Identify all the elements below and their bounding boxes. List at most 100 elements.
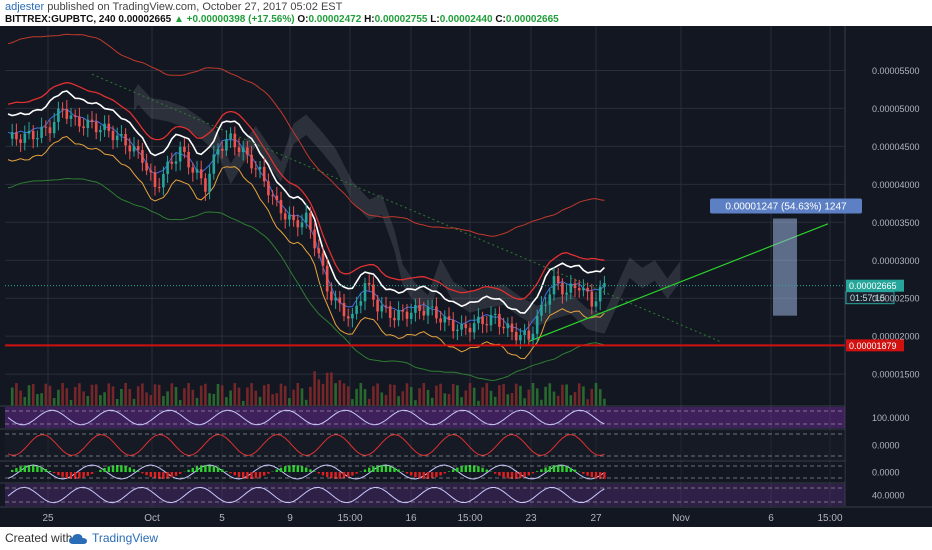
- x-tick-label: 27: [590, 513, 602, 524]
- change-up-icon: ▲: [173, 14, 184, 25]
- volume-bar: [309, 386, 312, 406]
- candle-body: [590, 291, 594, 307]
- volume-bar: [153, 384, 157, 406]
- macd-bar: [439, 472, 442, 476]
- candle-body: [313, 229, 316, 249]
- macd-bar: [435, 472, 438, 478]
- volume-bar: [99, 395, 102, 406]
- candle-body: [439, 318, 442, 323]
- macd-bar: [128, 467, 131, 472]
- volume-bar: [393, 384, 396, 406]
- x-tick-label: 23: [525, 513, 537, 524]
- publish-line: adjester published on TradingView.com, O…: [5, 1, 342, 13]
- macd-bar: [309, 469, 312, 472]
- macd-bar: [225, 471, 228, 472]
- macd-bar: [599, 472, 602, 479]
- volume-bar: [267, 384, 270, 406]
- candle-body: [401, 310, 405, 312]
- candle-body: [380, 305, 384, 312]
- x-tick-label: Oct: [144, 513, 160, 524]
- y-tick-label: 0.00003000: [872, 256, 920, 266]
- candle-body: [460, 324, 463, 330]
- candle-body: [418, 305, 421, 311]
- macd-bar: [401, 471, 404, 472]
- bollinger-lower: [7, 135, 605, 360]
- y-tick-label: 0.00001500: [872, 370, 920, 380]
- candle-body: [477, 316, 480, 324]
- price-chart[interactable]: 0.00001247 (54.63%) 1247 0.000026650.000…: [0, 26, 932, 527]
- volume-bar: [283, 385, 287, 406]
- volume-bar: [220, 385, 224, 406]
- candle-body: [132, 146, 136, 152]
- macd-bar: [242, 472, 245, 479]
- macd-bar: [561, 465, 564, 472]
- macd-bar: [594, 472, 598, 479]
- candle-body: [267, 181, 270, 196]
- candle-body: [65, 109, 69, 119]
- volume-bar: [288, 398, 291, 406]
- macd-bar: [481, 467, 484, 472]
- price-axis[interactable]: 0.00005500 0.00005000 0.00004500 0.00004000…: [872, 66, 920, 501]
- macd-bar: [229, 472, 232, 474]
- volume-bar: [552, 391, 556, 406]
- candle-body: [225, 139, 228, 151]
- volume-bar: [36, 394, 39, 406]
- author-link[interactable]: adjester: [5, 1, 45, 13]
- candle-body: [426, 306, 430, 316]
- volume-bar: [363, 389, 367, 406]
- candle-body: [594, 301, 598, 307]
- macd-bar: [590, 472, 593, 478]
- volume-bar: [359, 383, 363, 406]
- candle-body: [178, 146, 182, 162]
- volume-bar: [212, 394, 216, 406]
- volume-bar: [124, 383, 127, 406]
- candle-body: [73, 115, 77, 117]
- volume-bar: [355, 388, 358, 406]
- macd-bar: [267, 472, 270, 474]
- volume-bar: [540, 399, 543, 406]
- candle-body: [372, 284, 375, 300]
- candle-body: [162, 174, 165, 188]
- volume-bar: [435, 385, 438, 406]
- candle-body: [321, 253, 325, 266]
- candle-body: [191, 167, 195, 173]
- volume-bar: [94, 384, 98, 406]
- macd-bar: [166, 472, 169, 479]
- measure-label-bg: [710, 198, 862, 214]
- macd-bar: [216, 467, 220, 472]
- time-axis[interactable]: 25 Oct 5 9 15:00 16 15:00 23 27 Nov 6 15:00: [42, 513, 843, 524]
- candle-body: [52, 121, 56, 134]
- candle-body: [330, 291, 333, 301]
- candle-body: [128, 145, 132, 152]
- x-tick-label: Nov: [672, 513, 690, 524]
- volume-bar: [279, 383, 283, 406]
- macd-bar: [573, 469, 577, 472]
- symbol-label[interactable]: BITTREX:GUPBTC, 240: [5, 14, 116, 25]
- candlestick-series: [10, 100, 606, 406]
- stoch_rsi-line: [7, 409, 605, 426]
- outer-upper-band: [7, 33, 605, 237]
- volume-bar: [258, 396, 262, 406]
- x-tick-label: 15:00: [457, 513, 482, 524]
- macd-bar: [464, 465, 467, 472]
- volume-bar: [44, 383, 48, 406]
- macd-bar: [233, 472, 236, 476]
- candle-body: [514, 331, 518, 341]
- volume-bar: [57, 389, 60, 406]
- macd-bar: [519, 472, 522, 479]
- tradingview-link[interactable]: TradingView: [92, 531, 159, 545]
- volume-bar: [300, 388, 304, 406]
- macd-bar: [44, 469, 47, 472]
- macd-bar: [69, 472, 73, 479]
- volume-bar: [527, 389, 531, 406]
- low-label: L:: [430, 14, 440, 25]
- macd-bar: [162, 472, 165, 479]
- volume-bar: [40, 393, 43, 406]
- candle-body: [388, 306, 392, 318]
- volume-bar: [250, 383, 253, 406]
- x-tick-label: 25: [42, 513, 54, 524]
- volume-bar: [577, 383, 581, 406]
- candle-body: [296, 220, 300, 228]
- macd-bar: [27, 465, 31, 472]
- candle-body: [489, 315, 493, 326]
